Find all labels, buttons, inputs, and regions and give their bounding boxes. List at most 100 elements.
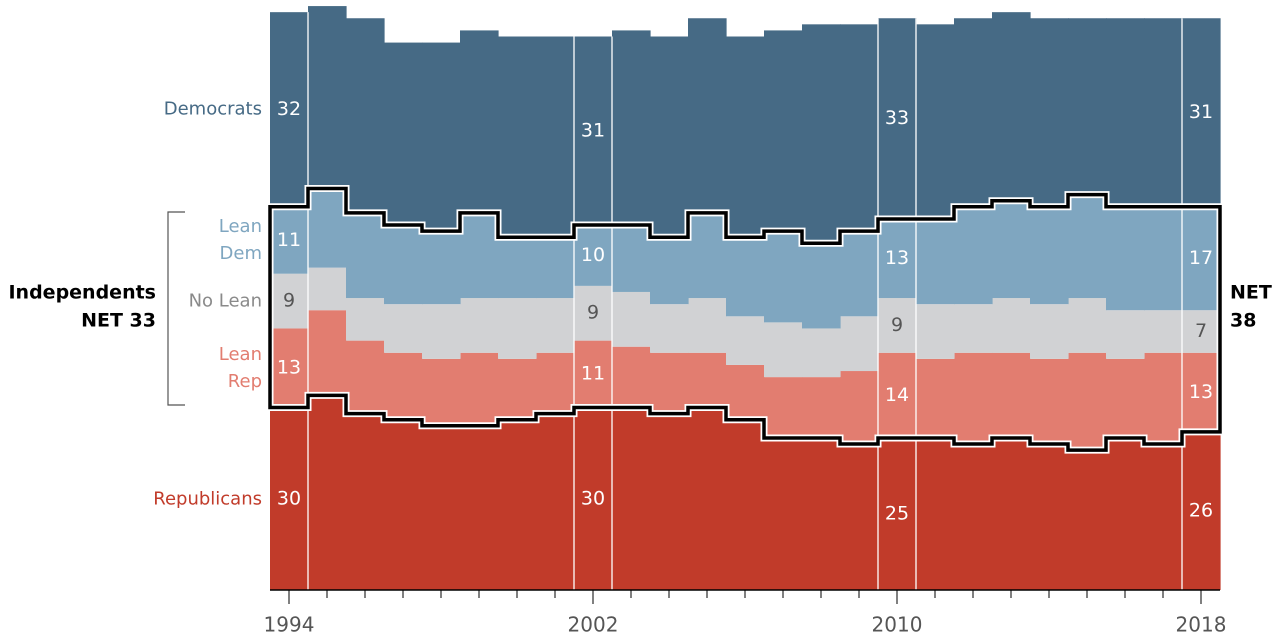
step-segment <box>460 212 499 299</box>
series-label: Republicans <box>153 488 262 510</box>
step-segment <box>688 298 727 353</box>
step-segment <box>878 352 917 438</box>
step-segment <box>878 18 917 219</box>
step-segment <box>840 231 879 317</box>
step-segment <box>346 298 385 341</box>
step-segment <box>460 425 499 590</box>
step-segment <box>1182 352 1221 432</box>
step-segment <box>954 352 993 445</box>
data-label: 9 <box>587 302 599 324</box>
step-segment <box>1144 206 1183 311</box>
step-segment <box>992 352 1031 438</box>
step-segment <box>688 212 727 299</box>
step-segment <box>270 407 309 590</box>
step-segment <box>1068 18 1107 195</box>
step-segment <box>878 298 917 353</box>
x-tick-label: 2018 <box>1176 613 1227 637</box>
step-segment <box>726 36 765 238</box>
step-segment <box>1030 444 1069 590</box>
annotation-right: NET <box>1230 282 1272 304</box>
step-segment <box>1068 450 1107 590</box>
data-label: 9 <box>891 314 903 336</box>
independents-outline <box>268 186 1222 452</box>
step-segment <box>308 6 347 189</box>
step-segment <box>384 42 423 226</box>
step-segment <box>536 352 575 414</box>
step-segment <box>726 364 765 420</box>
step-segment <box>574 225 613 286</box>
areas <box>270 6 1221 590</box>
annotation-right: 38 <box>1230 310 1256 332</box>
step-segment <box>688 352 727 408</box>
data-label: 7 <box>1195 320 1207 342</box>
step-segment <box>650 304 689 353</box>
series-label: No Lean <box>188 290 262 312</box>
x-tick-label: 2010 <box>872 613 923 637</box>
step-segment <box>612 407 651 590</box>
step-segment <box>802 24 841 244</box>
step-segment <box>764 437 803 590</box>
step-segment <box>574 285 613 341</box>
step-segment <box>498 419 537 590</box>
step-segment <box>726 316 765 365</box>
data-label: 14 <box>885 384 909 406</box>
step-segment <box>308 310 347 396</box>
step-segment <box>840 24 879 232</box>
step-segment <box>1030 206 1069 305</box>
step-segment <box>460 298 499 353</box>
step-segment <box>916 304 955 359</box>
step-segment <box>346 18 385 213</box>
step-segment <box>612 225 651 292</box>
step-segment <box>954 444 993 590</box>
step-segment <box>688 18 727 213</box>
step-segment <box>422 304 461 359</box>
step-segment <box>536 413 575 590</box>
step-segment <box>346 413 385 590</box>
step-segment <box>954 18 993 207</box>
step-segment <box>726 237 765 317</box>
data-label: 9 <box>283 290 295 312</box>
step-segment <box>498 237 537 299</box>
step-segment <box>270 273 309 329</box>
step-segment <box>308 267 347 311</box>
step-segment <box>1106 437 1145 590</box>
step-segment <box>1182 206 1221 311</box>
step-segment <box>1182 431 1221 590</box>
series-label: Democrats <box>163 98 262 120</box>
step-segment <box>384 225 423 305</box>
step-segment <box>460 30 499 213</box>
data-label: 17 <box>1189 247 1213 269</box>
data-label: 33 <box>885 107 909 129</box>
step-segment <box>1144 352 1183 445</box>
step-segment <box>802 437 841 590</box>
step-segment <box>612 291 651 347</box>
step-segment <box>650 413 689 590</box>
step-segment <box>764 377 803 438</box>
data-label: 30 <box>581 487 605 509</box>
data-label: 31 <box>1189 101 1213 123</box>
step-segment <box>270 12 309 207</box>
series-label: Lean Dem <box>218 216 262 265</box>
step-segment <box>650 36 689 238</box>
data-label: 25 <box>885 502 909 524</box>
step-segment <box>270 328 309 408</box>
series-label: Lean Rep <box>218 343 262 392</box>
step-segment <box>384 304 423 353</box>
step-segment <box>1182 310 1221 353</box>
step-segment <box>802 328 841 378</box>
step-segment <box>650 237 689 305</box>
step-segment <box>916 24 955 219</box>
step-segment <box>574 407 613 590</box>
step-segment <box>1106 206 1145 311</box>
step-segment <box>878 218 917 299</box>
step-segment <box>422 358 461 426</box>
step-segment <box>612 30 651 226</box>
step-segment <box>916 437 955 590</box>
step-segment <box>384 352 423 420</box>
step-segment <box>308 188 347 268</box>
step-segment <box>1030 304 1069 359</box>
data-label: 11 <box>277 229 301 251</box>
annotation-left: NET 33 <box>81 310 156 332</box>
